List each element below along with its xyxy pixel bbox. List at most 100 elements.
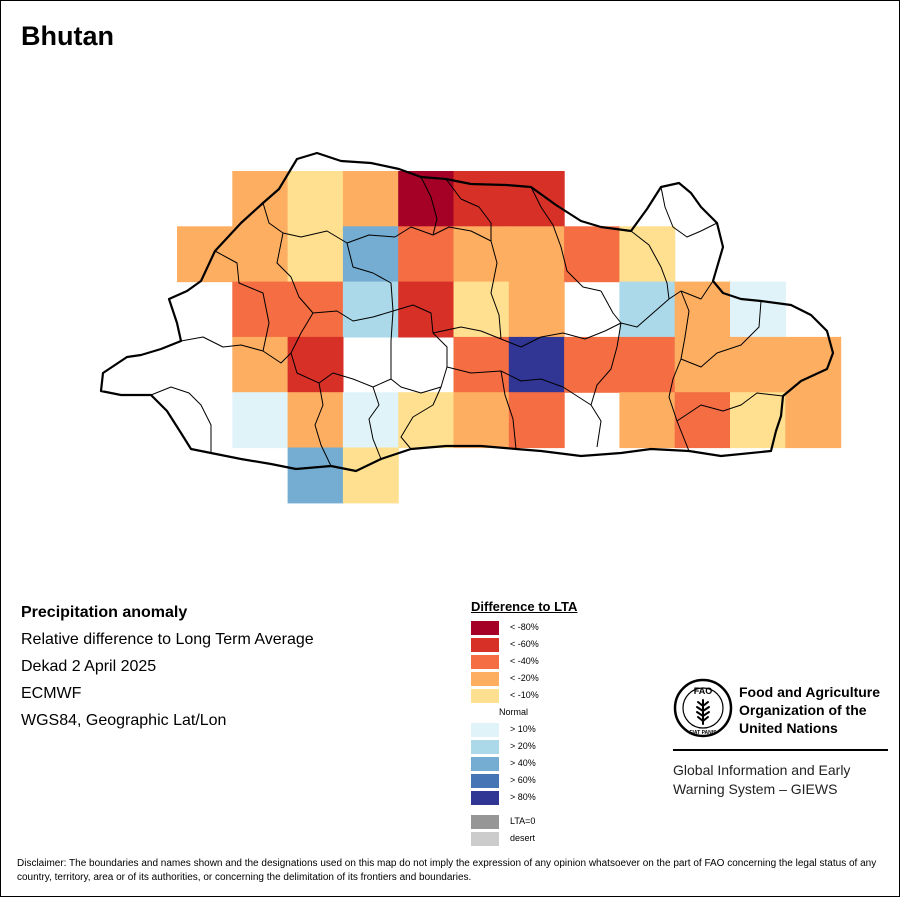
legend-title: Difference to LTA [471,599,578,614]
legend-item: < -20% [471,670,577,687]
grid-cell [398,281,455,338]
fao-name-line: United Nations [739,720,838,736]
district-boundary [312,310,394,322]
grid-cell [730,336,786,393]
fao-name: Food and Agriculture Organization of the… [739,683,899,737]
grid-cell [674,336,731,393]
legend-swatch [471,791,499,805]
legend-label: > 20% [510,741,536,751]
legend-swatch [471,740,499,754]
legend-label: < -10% [510,690,539,700]
giews-line: Global Information and Early [673,762,851,778]
district-boundary [314,382,332,467]
grid-cell [287,447,344,504]
district-boundary [530,186,602,292]
district-boundary [500,322,622,348]
info-line: Relative difference to Long Term Average [21,631,314,648]
district-boundary [400,386,442,450]
district-boundary [150,386,212,453]
grid-cell [619,281,676,338]
legend-swatch [471,655,499,669]
fao-name-line: Organization of the [739,702,867,718]
grid-cell [342,281,399,338]
grid-cell [453,226,510,283]
district-boundary [590,322,622,448]
legend-swatch [471,638,499,652]
legend-item: < -60% [471,636,577,653]
legend-item: < -80% [471,619,577,636]
map-info: Precipitation anomaly Relative differenc… [21,604,314,739]
legend-swatch [471,774,499,788]
grid-cell [287,226,344,283]
district-boundary [600,280,714,328]
grid-cell [619,226,676,283]
legend-label: Normal [499,707,529,717]
grid-cell [232,226,289,283]
grid-cell [508,281,565,338]
district-boundary [346,242,394,379]
info-line: WGS84, Geographic Lat/Lon [21,712,227,729]
district-boundary [676,392,784,422]
district-boundary [180,336,264,352]
info-heading: Precipitation anomaly [21,604,188,621]
legend-item: desert [471,830,577,847]
legend-label: > 80% [510,792,536,802]
grid-cell [564,336,620,393]
grid-cell [287,171,344,227]
legend-swatch [471,723,499,737]
legend-spacer [471,806,577,813]
anomaly-map [99,151,842,504]
legend-swatch [471,757,499,771]
grid-cell [730,281,786,338]
fao-letters: FAO [694,686,713,696]
grid-cell [287,392,344,449]
legend-swatch [471,672,499,686]
grid-cell [619,336,676,393]
legend-swatch [471,815,499,829]
legend-label: desert [510,833,536,843]
legend: Difference to LTA < -80% < -60% < -40% <… [471,599,577,847]
district-boundary [630,230,670,300]
grid-cell [508,226,565,283]
disclaimer: Disclaimer: The boundaries and names sho… [17,858,877,883]
grid-cell [785,392,842,449]
legend-swatch [471,832,499,846]
district-boundary [668,290,690,452]
grid-cell [232,336,289,393]
legend-label: < -60% [510,639,539,649]
grid-cell [398,392,455,449]
district-boundary [432,326,502,340]
grid-cell [342,392,399,449]
grid-cell [232,171,289,227]
grid-cell [785,336,842,393]
grid-cell [342,171,399,227]
district-boundary [420,176,438,236]
district-boundary [446,366,592,406]
legend-label: < -20% [510,673,539,683]
fao-emblem-icon: FAO FIAT PANIS [673,678,733,738]
district-boundary [445,178,502,340]
district-boundary [282,230,396,244]
map-title: Bhutan [21,21,114,51]
legend-item-normal: Normal [471,704,577,721]
legend-item: > 10% [471,721,577,738]
district-boundary [214,250,292,364]
grid-cell [564,226,620,283]
district-boundary [368,386,382,460]
district-boundary [262,202,314,354]
grid-cell [453,171,510,227]
legend-item: LTA=0 [471,813,577,830]
legend-label: < -40% [510,656,539,666]
logo-divider [673,749,888,751]
legend-item: > 60% [471,772,577,789]
district-boundary [500,370,517,450]
wheat-ear-icon [696,699,710,725]
fao-name-line: Food and Agriculture [739,684,881,700]
grid-cell [453,281,510,338]
legend-label: < -80% [510,622,539,632]
grid-cell [730,392,786,449]
fao-motto: FIAT PANIS [689,730,717,736]
legend-item: < -40% [471,653,577,670]
district-boundaries [150,176,784,467]
